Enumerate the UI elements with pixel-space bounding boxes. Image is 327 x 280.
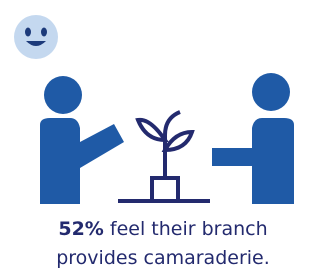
caption-line: 52% feel their branch (58, 218, 267, 240)
caption-text: feel their branch (110, 218, 268, 240)
caption-line: provides camaraderie. (56, 247, 270, 269)
right-person (212, 73, 294, 204)
left-person (40, 76, 124, 204)
plant (118, 112, 210, 201)
stat: 52% (58, 218, 103, 240)
infographic: 52% feel their branch provides camarader… (0, 0, 327, 280)
smiley-icon (14, 15, 58, 59)
